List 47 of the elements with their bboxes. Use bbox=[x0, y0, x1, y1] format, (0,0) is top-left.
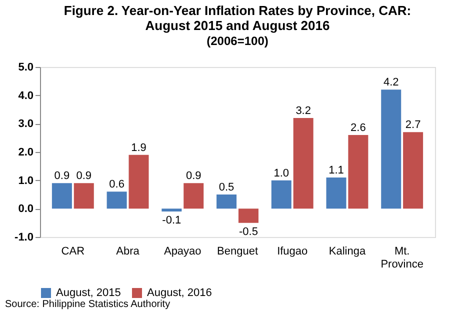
bar bbox=[403, 132, 424, 209]
y-tick-label: 4.0 bbox=[18, 90, 34, 102]
x-tick-label: CAR bbox=[61, 246, 85, 258]
data-label: -0.5 bbox=[238, 226, 258, 238]
data-label: 3.2 bbox=[296, 105, 311, 117]
x-tick-label: Kalinga bbox=[328, 246, 366, 258]
bar bbox=[162, 208, 182, 212]
bar bbox=[381, 90, 402, 209]
data-label: 4.2 bbox=[383, 76, 399, 89]
y-tick-label: 3.0 bbox=[18, 118, 34, 130]
chart-subtitle: (2006=100) bbox=[206, 34, 268, 48]
data-label: 1.9 bbox=[131, 142, 146, 154]
data-label: 1.1 bbox=[328, 164, 344, 176]
legend-label: August, 2016 bbox=[147, 287, 212, 299]
y-tick-label: 5.0 bbox=[18, 62, 34, 74]
x-tick-label: Mt. Province bbox=[380, 246, 424, 270]
legend-label: August, 2015 bbox=[56, 287, 121, 299]
data-label: 0.9 bbox=[54, 170, 70, 182]
data-label: 0.5 bbox=[218, 182, 234, 194]
bar bbox=[52, 183, 72, 209]
data-label: 0.9 bbox=[76, 170, 92, 182]
x-tick-label: Benguet bbox=[217, 246, 258, 258]
chart-title: Figure 2. Year-on-Year Inflation Rates by Province, CAR: August 2015 and August 2016 bbox=[64, 3, 412, 33]
bar bbox=[348, 135, 368, 209]
bar bbox=[128, 154, 149, 209]
y-tick-label: 1.0 bbox=[18, 174, 34, 187]
bar bbox=[106, 192, 127, 209]
x-tick-label: Abra bbox=[116, 246, 140, 258]
bar bbox=[184, 183, 204, 209]
bar bbox=[238, 208, 258, 223]
bar bbox=[216, 194, 237, 209]
x-tick-label: Ifugao bbox=[277, 246, 308, 258]
x-tick-label: Apayao bbox=[164, 246, 202, 258]
data-label: -0.1 bbox=[162, 214, 182, 226]
bar bbox=[74, 183, 94, 209]
data-label: 0.9 bbox=[186, 170, 202, 182]
bar bbox=[271, 180, 292, 209]
data-label: 0.6 bbox=[109, 178, 124, 191]
bar bbox=[293, 118, 314, 209]
data-label: 2.6 bbox=[350, 122, 366, 134]
data-label: 1.0 bbox=[274, 167, 290, 180]
y-tick-label: -1.0 bbox=[14, 232, 34, 244]
bar bbox=[326, 178, 346, 209]
y-tick-label: 2.0 bbox=[18, 146, 34, 158]
data-label: 2.7 bbox=[405, 119, 421, 132]
y-tick-label: 0.0 bbox=[18, 203, 34, 216]
source-note: Source: Philippine Statistics Authority bbox=[5, 299, 170, 310]
